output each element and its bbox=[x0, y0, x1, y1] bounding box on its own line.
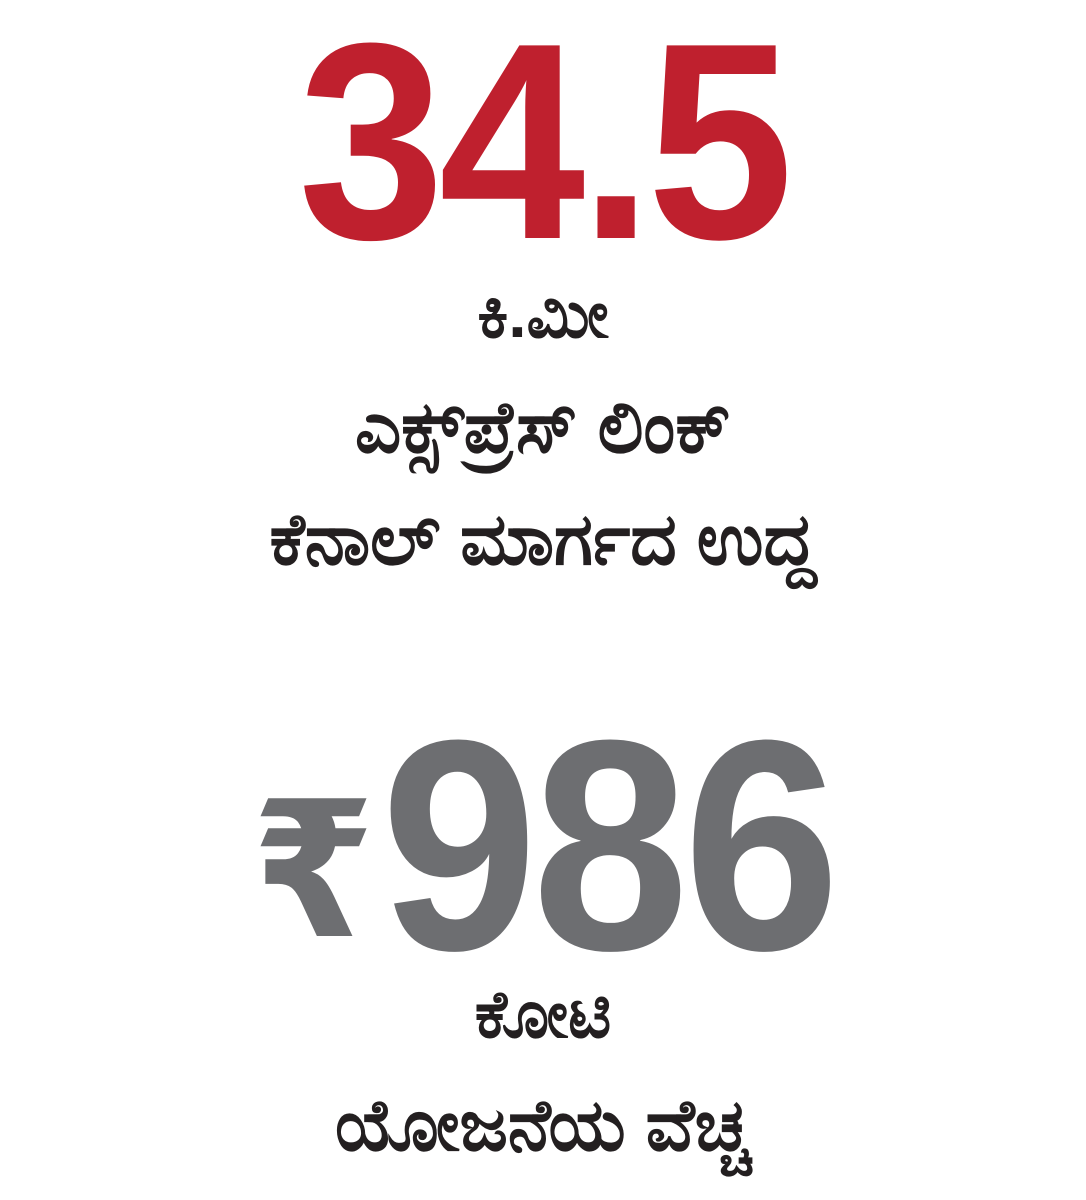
stat-value-km: 34.5 bbox=[298, 0, 793, 298]
cost-number: 986 bbox=[380, 677, 840, 1013]
stat-unit-crore: ಕೋಟಿ bbox=[474, 977, 612, 1051]
stat-desc-project-cost: ಯೋಜನೆಯ ವೆಚ್ಚ bbox=[334, 1086, 751, 1166]
stat-unit-km: ಕಿ.ಮೀ bbox=[477, 277, 609, 351]
stat-desc-express-link: ಎಕ್ಸ್‌ಪ್ರೆಸ್ ಲಿಂಕ್ bbox=[354, 388, 732, 468]
stat-desc-canal-route-length: ಕೆನಾಲ್ ಮಾರ್ಗದ ಉದ್ದ bbox=[269, 500, 817, 580]
stat-value-cost: ₹986 bbox=[33, 695, 1054, 995]
rupee-icon: ₹ bbox=[251, 766, 376, 977]
